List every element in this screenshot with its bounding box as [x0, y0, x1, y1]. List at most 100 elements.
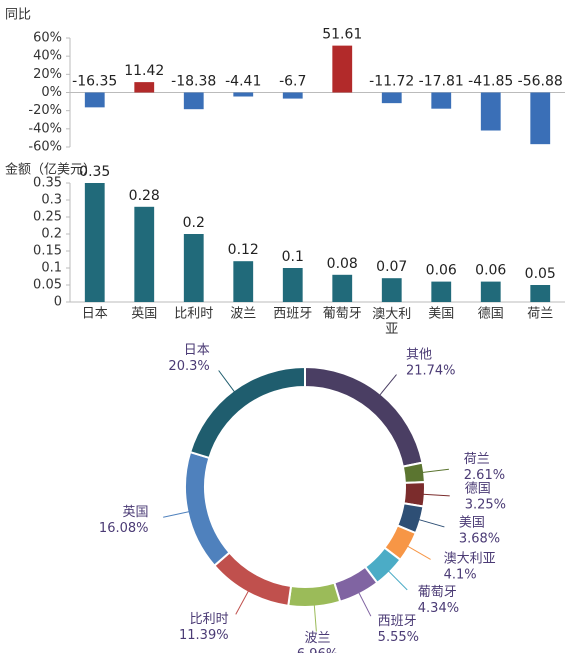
pie-value-label: 3.68%	[459, 532, 500, 547]
donut-slice	[184, 450, 231, 568]
data-label: -18.38	[171, 74, 216, 90]
pie-label: 其他	[406, 347, 432, 362]
data-label: 0.08	[327, 256, 358, 272]
leader-line	[386, 568, 408, 591]
bar	[480, 92, 501, 131]
data-label: -41.85	[468, 74, 513, 90]
leader-line	[218, 370, 237, 395]
x-tick-label: 比利时	[174, 307, 213, 322]
bar	[431, 281, 452, 302]
data-label: 0.12	[228, 242, 259, 258]
leader-line	[420, 468, 449, 474]
bar	[233, 92, 254, 97]
pie-label: 荷兰	[464, 452, 490, 467]
bar	[282, 268, 303, 302]
bar	[233, 261, 254, 302]
bar	[431, 92, 452, 109]
pie-value-label: 2.61%	[464, 468, 505, 483]
data-label: 51.61	[322, 27, 362, 43]
pie-label: 比利时	[190, 612, 229, 627]
y-tick-label: 40%	[33, 49, 62, 64]
leader-line	[405, 544, 431, 560]
bar	[381, 92, 402, 104]
y-tick-label: 0.35	[33, 176, 62, 191]
pie-label: 英国	[122, 505, 148, 520]
data-label: 0.05	[525, 266, 556, 282]
bar	[282, 92, 303, 99]
data-label: 11.42	[124, 63, 164, 79]
axis-label: 同比	[5, 8, 31, 23]
bar	[332, 274, 353, 302]
data-label: 0.1	[282, 249, 304, 265]
x-tick-label: 波兰	[230, 307, 256, 322]
bar	[183, 234, 204, 302]
y-tick-label: -20%	[28, 103, 62, 118]
data-label: 0.07	[376, 259, 407, 275]
leader-line	[313, 602, 317, 632]
pie-label: 澳大利亚	[444, 550, 496, 566]
data-label: 0.2	[183, 215, 205, 231]
data-label: -17.81	[419, 74, 464, 90]
bar	[183, 92, 204, 110]
pie-label: 葡萄牙	[418, 585, 457, 600]
x-tick-label: 美国	[428, 307, 454, 322]
pie-value-label: 20.3%	[168, 359, 209, 374]
x-tick-label: 德国	[478, 307, 504, 322]
bar	[134, 206, 155, 302]
pie-value-label: 3.25%	[465, 497, 506, 512]
pie-value-label: 5.55%	[378, 630, 419, 645]
pie-label: 西班牙	[378, 614, 417, 629]
x-tick-label: 澳大利亚	[372, 306, 411, 337]
y-tick-label: 0.15	[33, 244, 62, 259]
data-label: 0.06	[426, 263, 457, 279]
y-tick-label: 20%	[33, 67, 62, 82]
donut-slice	[212, 551, 293, 607]
leader-line	[357, 590, 372, 617]
pie-label: 德国	[465, 481, 491, 496]
y-tick-label: 60%	[33, 31, 62, 46]
x-tick-label: 葡萄牙	[323, 307, 362, 322]
bar	[530, 92, 551, 145]
bar	[84, 92, 105, 108]
donut-slice	[188, 365, 306, 460]
y-tick-label: 0.05	[33, 278, 62, 293]
y-tick-label: 0	[54, 295, 62, 310]
data-label: -6.7	[279, 74, 306, 90]
data-label: -4.41	[225, 74, 261, 90]
bar	[134, 82, 155, 93]
x-tick-label: 日本	[82, 307, 108, 322]
bar	[84, 183, 105, 302]
pie-label: 美国	[459, 516, 485, 531]
pie-value-label: 4.34%	[418, 601, 459, 616]
x-tick-label: 西班牙	[273, 307, 312, 322]
axis-label: 金额（亿美元）	[5, 162, 96, 178]
pie-value-label: 11.39%	[179, 628, 229, 643]
leader-line	[235, 588, 251, 615]
y-tick-label: -60%	[28, 140, 62, 155]
bar	[381, 278, 402, 302]
pie-value-label: 4.1%	[444, 567, 477, 582]
data-label: -16.35	[72, 74, 117, 90]
data-label: -56.88	[518, 74, 563, 90]
pie-label: 波兰	[305, 631, 331, 646]
y-tick-label: 0.1	[41, 261, 62, 276]
pie-value-label: 21.74%	[406, 363, 456, 378]
data-label: 0.35	[79, 164, 110, 180]
pie-value-label: 6.96%	[297, 647, 338, 653]
leader-line	[416, 518, 445, 528]
data-label: 0.28	[129, 188, 160, 204]
y-tick-label: -40%	[28, 121, 62, 136]
donut-slice	[304, 365, 424, 468]
x-tick-label: 荷兰	[527, 307, 553, 322]
pie-value-label: 16.08%	[99, 521, 149, 536]
y-tick-label: 0.2	[41, 227, 62, 242]
data-label: 0.06	[475, 263, 506, 279]
x-tick-label: 英国	[131, 307, 157, 322]
pie-label: 日本	[184, 343, 210, 358]
data-label: -11.72	[369, 74, 414, 90]
y-tick-label: 0%	[41, 85, 62, 100]
bar	[332, 45, 353, 93]
leader-line	[420, 493, 450, 497]
leader-line	[377, 374, 397, 398]
